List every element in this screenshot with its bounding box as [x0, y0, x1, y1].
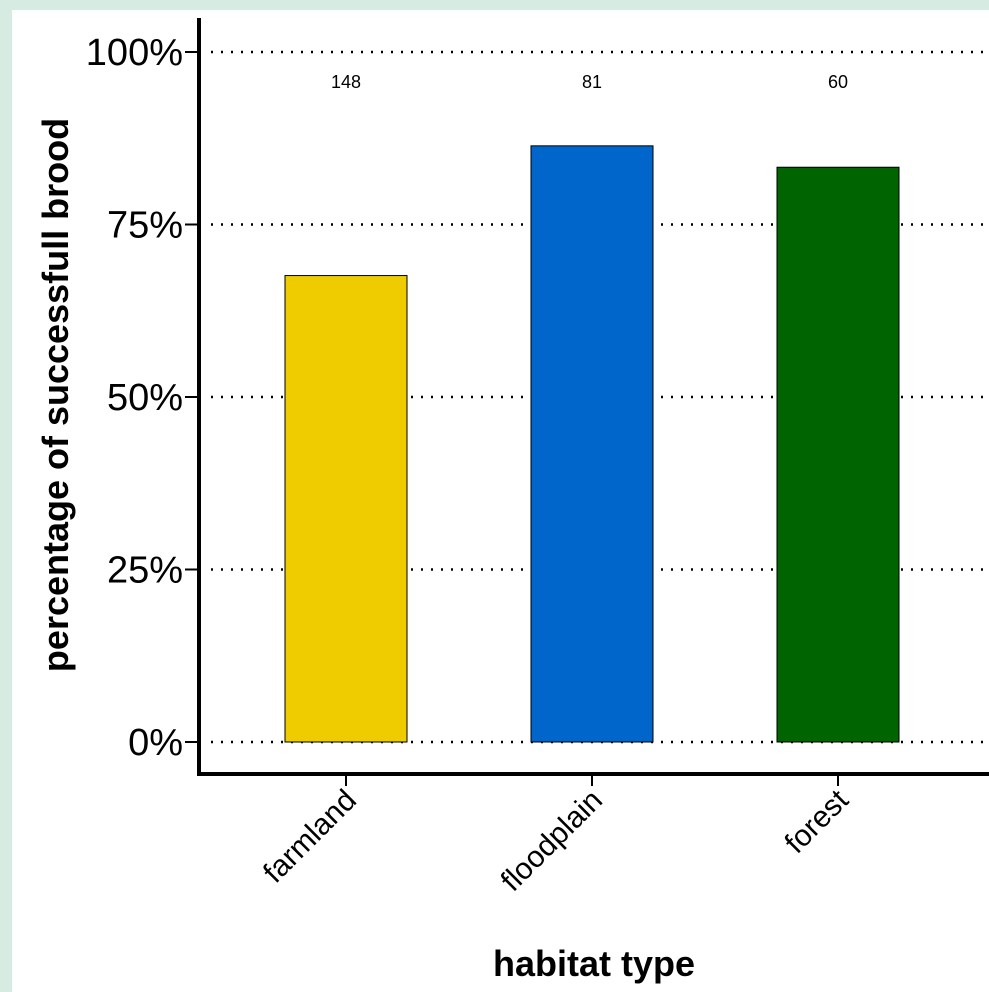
x-axis-title: habitat type [493, 943, 695, 984]
y-tick-label: 0% [128, 722, 183, 764]
bars [284, 145, 900, 743]
bar-chart: 148 81 60 0% 25% 50% 75% 100% farmland floodpla… [35, 18, 989, 984]
y-tick-label: 25% [107, 550, 183, 592]
bar-farmland [284, 275, 408, 743]
count-label: 81 [582, 72, 602, 92]
y-tick-label: 100% [86, 32, 183, 74]
x-ticks: farmland floodplain forest [257, 774, 855, 898]
plot-frame: 148 81 60 0% 25% 50% 75% 100% farmland floodpla… [12, 10, 989, 992]
y-tick-label: 75% [107, 205, 183, 247]
count-label: 60 [828, 72, 848, 92]
y-tick-label: 50% [107, 377, 183, 419]
bar-forest [776, 166, 900, 743]
x-tick-label: floodplain [495, 784, 609, 898]
y-axis-title: percentage of successfull brood [35, 118, 76, 672]
bar-floodplain [530, 145, 654, 743]
count-label: 148 [331, 72, 361, 92]
x-tick-label: farmland [257, 784, 363, 890]
count-labels: 148 81 60 [331, 72, 848, 92]
x-tick-label: forest [779, 783, 856, 860]
y-ticks: 0% 25% 50% 75% 100% [86, 32, 199, 764]
